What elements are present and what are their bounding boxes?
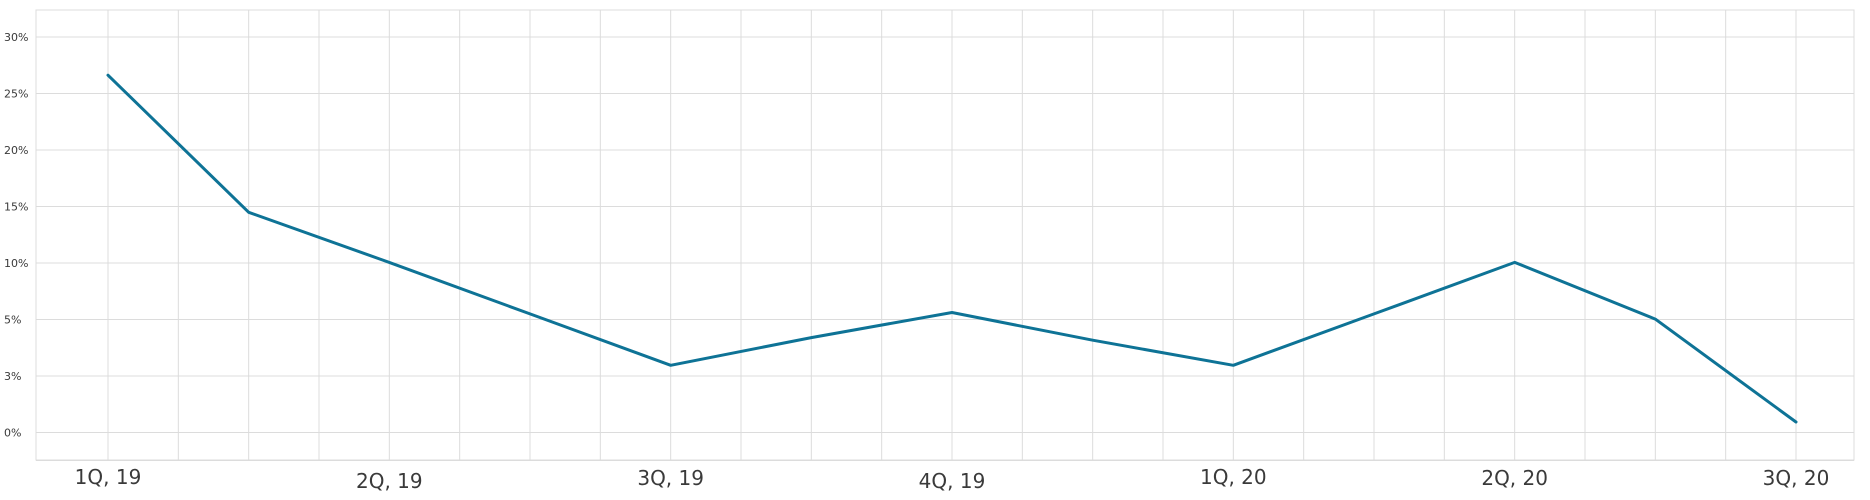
plot-area-border — [35, 9, 1855, 461]
y-tick-label: 3% — [4, 370, 21, 383]
x-tick-label: 3Q, 20 — [1763, 466, 1830, 490]
y-tick-label: 30% — [4, 31, 28, 44]
x-tick-label: 2Q, 19 — [356, 469, 423, 493]
series-layer — [106, 73, 1798, 424]
y-tick-label: 10% — [4, 257, 28, 270]
y-tick-label: 15% — [4, 201, 28, 214]
grid-lines — [36, 10, 1854, 461]
y-tick-label: 20% — [4, 144, 28, 157]
y-tick-label: 0% — [4, 427, 21, 440]
x-tick-label: 1Q, 19 — [75, 465, 142, 489]
series-line — [106, 73, 1798, 424]
y-tick-label: 25% — [4, 88, 28, 101]
x-tick-label: 3Q, 19 — [637, 466, 704, 490]
x-tick-label: 2Q, 20 — [1481, 466, 1548, 490]
y-tick-label: 5% — [4, 314, 21, 327]
y-axis-tick-labels: 30% 25% 20% 15% 10% 5% 3% 0% — [4, 31, 28, 440]
x-tick-label: 4Q, 19 — [919, 469, 986, 493]
x-axis-tick-labels: 1Q, 19 2Q, 19 3Q, 19 4Q, 19 1Q, 20 2Q, 20 3Q, … — [75, 465, 1830, 493]
x-tick-label: 1Q, 20 — [1200, 465, 1267, 489]
